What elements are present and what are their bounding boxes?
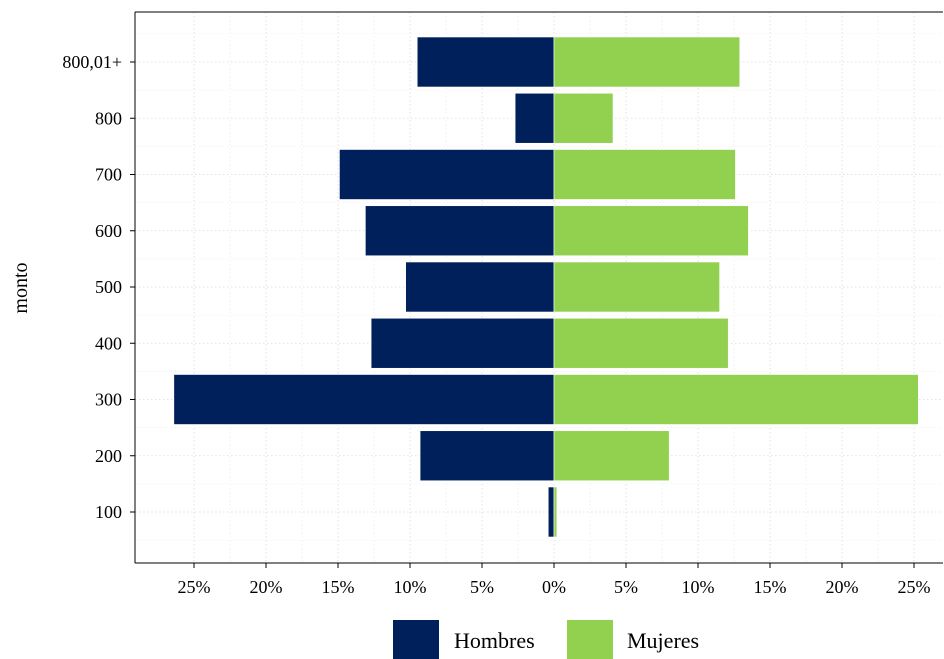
bar-mujeres-2	[553, 374, 919, 425]
bar-hombres-8	[416, 36, 555, 88]
bar-hombres-4	[405, 261, 555, 313]
bar-mujeres-0	[553, 486, 558, 538]
y-tick-label: 400	[95, 333, 122, 353]
bar-mujeres-1	[553, 430, 670, 482]
x-tick-label: 25%	[898, 577, 931, 597]
y-tick-label: 800,01+	[62, 52, 122, 72]
y-axis-title: monto	[10, 262, 32, 313]
x-tick-label: 20%	[250, 577, 283, 597]
y-tick-label: 100	[95, 502, 122, 522]
x-tick-label: 20%	[826, 577, 859, 597]
x-tick-label: 0%	[542, 577, 566, 597]
x-tick-label: 10%	[682, 577, 715, 597]
bar-mujeres-3	[553, 317, 729, 369]
y-tick-label: 200	[95, 446, 122, 466]
bar-hombres-3	[370, 317, 555, 369]
bar-mujeres-7	[553, 92, 614, 144]
x-tick-label: 5%	[470, 577, 494, 597]
legend-swatch-mujeres	[567, 620, 613, 659]
y-tick-label: 300	[95, 390, 122, 410]
tick-labels: 100 200 300 400 500 600 700 800 800,01+ 25% 20% 15%…	[62, 52, 930, 597]
legend-label-hombres: Hombres	[454, 628, 535, 653]
x-tick-label: 5%	[614, 577, 638, 597]
x-tick-label: 15%	[754, 577, 787, 597]
bar-mujeres-6	[553, 149, 736, 200]
y-tick-label: 500	[95, 277, 122, 297]
legend-swatch-hombres	[393, 620, 439, 659]
legend-label-mujeres: Mujeres	[627, 628, 699, 653]
y-tick-label: 800	[95, 108, 122, 128]
y-tick-label: 700	[95, 165, 122, 185]
bar-hombres-5	[365, 205, 555, 257]
bar-hombres-0	[547, 486, 555, 538]
bar-hombres-6	[339, 149, 555, 200]
bar-hombres-7	[514, 92, 555, 144]
x-tick-label: 15%	[322, 577, 355, 597]
x-tick-label: 10%	[394, 577, 427, 597]
y-tick-label: 600	[95, 221, 122, 241]
bars	[173, 36, 919, 538]
bar-mujeres-4	[553, 261, 720, 313]
bar-hombres-2	[173, 374, 555, 425]
legend: Hombres Mujeres	[393, 620, 699, 659]
bar-hombres-1	[419, 430, 555, 482]
bar-mujeres-5	[553, 205, 749, 257]
x-tick-label: 25%	[178, 577, 211, 597]
bar-mujeres-8	[553, 36, 741, 88]
